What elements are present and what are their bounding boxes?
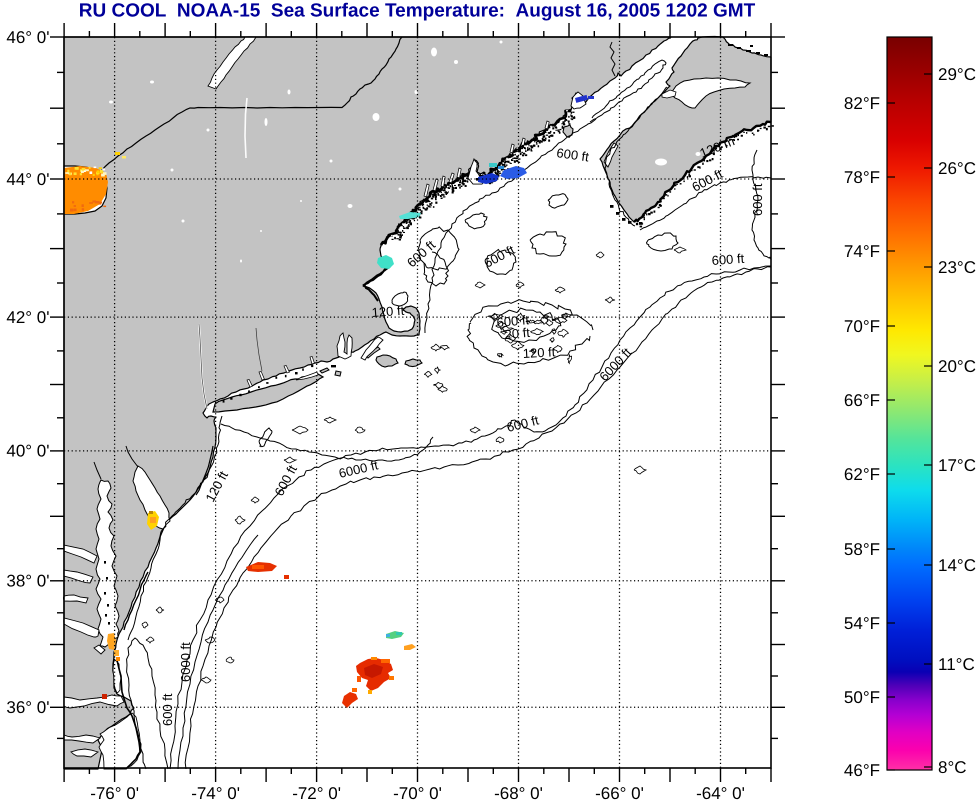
svg-text:26°C: 26°C (938, 159, 976, 178)
svg-text:44° 0': 44° 0' (6, 170, 49, 189)
svg-text:58°F: 58°F (844, 540, 880, 559)
svg-text:-74° 0': -74° 0' (191, 784, 240, 801)
svg-text:46° 0': 46° 0' (6, 28, 49, 47)
svg-text:14°C: 14°C (938, 556, 976, 575)
svg-text:RU COOL NOAA-15 Sea Surface: RU COOL NOAA-15 Sea Surface Temperature:… (79, 1, 756, 22)
svg-text:-64° 0': -64° 0' (696, 784, 745, 801)
svg-text:8°C: 8°C (938, 758, 967, 777)
svg-text:600 ft: 600 ft (711, 251, 745, 268)
svg-text:20°C: 20°C (938, 357, 976, 376)
svg-text:17°C: 17°C (938, 456, 976, 475)
svg-text:42° 0': 42° 0' (6, 308, 49, 327)
svg-text:-68° 0': -68° 0' (494, 784, 543, 801)
svg-text:40° 0': 40° 0' (6, 442, 49, 461)
svg-text:600 ft: 600 ft (556, 145, 591, 164)
svg-text:78°F: 78°F (844, 168, 880, 187)
svg-text:20 ft: 20 ft (504, 325, 531, 342)
svg-text:46°F: 46°F (844, 761, 880, 780)
svg-text:600 ft: 600 ft (750, 183, 765, 216)
svg-text:38° 0': 38° 0' (6, 572, 49, 591)
svg-text:-72° 0': -72° 0' (292, 784, 341, 801)
svg-text:74°F: 74°F (844, 242, 880, 261)
svg-text:23°C: 23°C (938, 258, 976, 277)
svg-text:-66° 0': -66° 0' (595, 784, 644, 801)
svg-text:600 ft: 600 ft (160, 693, 175, 726)
svg-text:600 ft: 600 ft (496, 312, 530, 330)
svg-text:120 ft: 120 ft (371, 303, 405, 320)
svg-text:62°F: 62°F (844, 465, 880, 484)
svg-text:70°F: 70°F (844, 317, 880, 336)
svg-text:50°F: 50°F (844, 688, 880, 707)
svg-text:82°F: 82°F (844, 94, 880, 113)
svg-text:29°C: 29°C (938, 65, 976, 84)
svg-text:120 ft: 120 ft (522, 344, 556, 361)
svg-text:36° 0': 36° 0' (6, 698, 49, 717)
svg-text:-70° 0': -70° 0' (393, 784, 442, 801)
svg-text:54°F: 54°F (844, 614, 880, 633)
svg-text:66°F: 66°F (844, 391, 880, 410)
svg-text:11°C: 11°C (938, 655, 975, 674)
svg-text:-76° 0': -76° 0' (90, 784, 139, 801)
svg-text:6000 ft: 6000 ft (178, 642, 193, 682)
